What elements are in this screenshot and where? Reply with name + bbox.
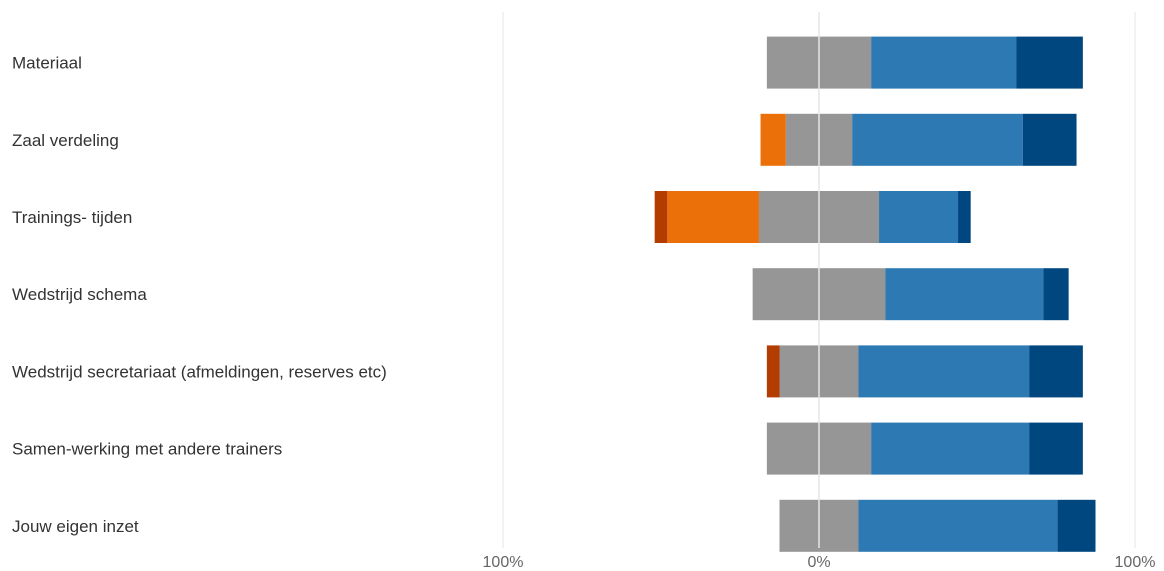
category-label: Materiaal: [12, 54, 82, 73]
bar-segment: [879, 191, 959, 243]
bar-segment: [852, 113, 1023, 166]
bar-segment: [858, 345, 1030, 398]
bar-segment: [1029, 345, 1083, 398]
bar-segment: [1016, 36, 1083, 89]
bars: [654, 12, 1096, 552]
bar-segment: [654, 191, 668, 243]
bar-segment: [667, 191, 759, 243]
bar-segment: [760, 113, 786, 166]
bar-segment: [1043, 268, 1069, 321]
x-tick-label: 100%: [483, 554, 524, 571]
bar-segment: [958, 191, 971, 243]
category-labels: Materiaal Zaal verdeling Trainings- tijden…: [12, 54, 387, 536]
x-axis-ticks: 100% 0% 100%: [483, 554, 1156, 571]
category-label: Zaal verdeling: [12, 131, 119, 150]
category-label: Trainings- tijden: [12, 208, 132, 227]
bar-segment: [858, 499, 1058, 552]
bar-segment: [871, 422, 1030, 475]
bar-segment: [885, 268, 1044, 321]
category-label: Wedstrijd secretariaat (afmeldingen, res…: [12, 362, 387, 381]
bar-segment: [1029, 422, 1083, 475]
bar-segment: [1022, 113, 1077, 166]
bar-segment: [766, 345, 780, 398]
category-label: Jouw eigen inzet: [12, 517, 139, 536]
bar-segment: [1057, 499, 1096, 552]
category-label: Wedstrijd schema: [12, 285, 147, 304]
bar-segment: [871, 36, 1017, 89]
category-label: Samen-werking met andere trainers: [12, 440, 282, 459]
x-tick-label: 100%: [1115, 554, 1156, 571]
x-tick-label: 0%: [807, 554, 830, 571]
